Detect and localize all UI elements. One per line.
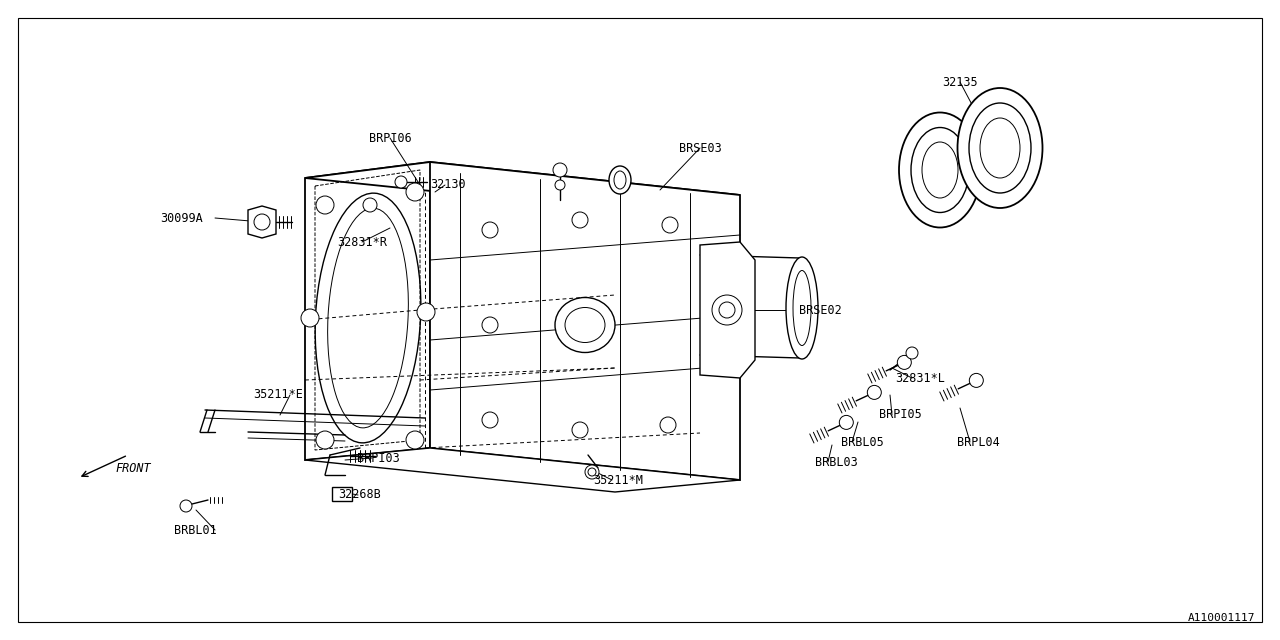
Circle shape <box>396 176 407 188</box>
Polygon shape <box>305 448 740 492</box>
Polygon shape <box>305 162 740 210</box>
Text: BRBL05: BRBL05 <box>841 435 883 449</box>
Polygon shape <box>700 242 755 378</box>
Circle shape <box>572 212 588 228</box>
Circle shape <box>868 385 882 399</box>
Circle shape <box>572 422 588 438</box>
Circle shape <box>417 303 435 321</box>
Ellipse shape <box>564 307 605 342</box>
Circle shape <box>662 217 678 233</box>
Text: 32130: 32130 <box>430 179 466 191</box>
Circle shape <box>406 183 424 201</box>
Ellipse shape <box>609 166 631 194</box>
Text: A110001117: A110001117 <box>1188 613 1254 623</box>
Polygon shape <box>305 162 430 460</box>
Text: BRBL03: BRBL03 <box>814 456 858 468</box>
Circle shape <box>556 180 564 190</box>
Text: 32831*L: 32831*L <box>895 371 945 385</box>
Circle shape <box>585 465 599 479</box>
Text: BRPI03: BRPI03 <box>357 451 399 465</box>
Polygon shape <box>430 162 740 480</box>
Text: 32268B: 32268B <box>339 488 381 502</box>
Text: 35211*M: 35211*M <box>593 474 643 486</box>
Circle shape <box>301 309 319 327</box>
Ellipse shape <box>899 113 980 227</box>
Circle shape <box>719 302 735 318</box>
Ellipse shape <box>786 257 818 359</box>
Text: 35211*E: 35211*E <box>253 388 303 401</box>
Polygon shape <box>332 487 352 501</box>
Circle shape <box>906 347 918 359</box>
Text: FRONT: FRONT <box>115 461 151 474</box>
Text: 32135: 32135 <box>942 76 978 88</box>
Circle shape <box>316 196 334 214</box>
Circle shape <box>406 431 424 449</box>
Circle shape <box>316 431 334 449</box>
Circle shape <box>897 355 911 369</box>
Circle shape <box>553 163 567 177</box>
Text: BRSE03: BRSE03 <box>678 141 722 154</box>
Ellipse shape <box>969 103 1030 193</box>
Circle shape <box>660 417 676 433</box>
Ellipse shape <box>556 298 614 353</box>
Circle shape <box>712 295 742 325</box>
Text: BRPI05: BRPI05 <box>878 408 922 422</box>
Circle shape <box>483 222 498 238</box>
Text: BRPL04: BRPL04 <box>956 435 1000 449</box>
Circle shape <box>840 415 854 429</box>
Ellipse shape <box>957 88 1042 208</box>
Circle shape <box>364 198 378 212</box>
Text: 32831*R: 32831*R <box>337 236 387 248</box>
Text: 30099A: 30099A <box>160 211 204 225</box>
Ellipse shape <box>911 127 969 212</box>
Text: BRBL01: BRBL01 <box>174 524 216 536</box>
Circle shape <box>483 412 498 428</box>
Circle shape <box>180 500 192 512</box>
Circle shape <box>969 373 983 387</box>
Circle shape <box>483 317 498 333</box>
Text: BRPI06: BRPI06 <box>369 131 411 145</box>
Polygon shape <box>248 206 276 238</box>
Circle shape <box>253 214 270 230</box>
Text: BRSE02: BRSE02 <box>799 303 841 317</box>
